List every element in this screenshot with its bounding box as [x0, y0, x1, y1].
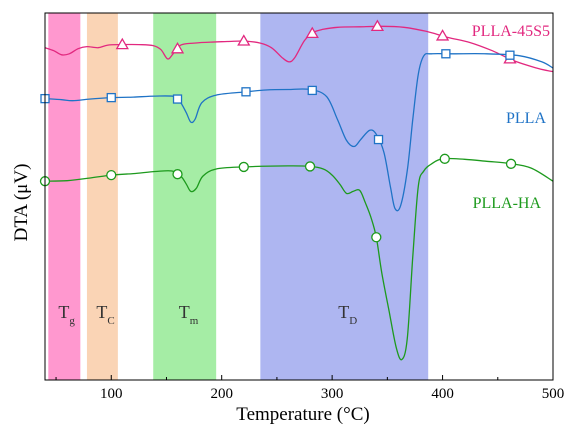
region-tc: [86, 13, 118, 380]
x-tick-label: 500: [542, 386, 565, 402]
x-axis-label: Temperature (°C): [236, 404, 369, 425]
x-axis-ticks: 100 200 300 400 500: [55, 375, 565, 402]
data-point-plla-45s5: [237, 34, 251, 46]
data-point-plla-ha: [505, 158, 517, 169]
data-point-plla: [106, 92, 116, 103]
data-point-plla-45s5: [115, 37, 129, 50]
data-point-plla: [505, 50, 515, 60]
data-point-plla: [307, 85, 317, 96]
data-point-plla-ha: [304, 161, 316, 172]
series-line-plla: [44, 52, 554, 212]
data-point-plla: [172, 94, 183, 104]
x-tick-label: 100: [100, 386, 123, 402]
x-tick-label: 200: [210, 386, 233, 402]
series-label-plla: PLLA: [506, 110, 546, 127]
data-point-plla: [373, 134, 384, 145]
region-td: [260, 13, 429, 380]
temperature-regions: [48, 13, 429, 380]
series-label-plla-45s5: PLLA-45S5: [472, 23, 550, 40]
data-point-plla-45s5: [170, 42, 185, 54]
plot-frame: [44, 12, 554, 381]
series-labels: PLLA-45S5 PLLA PLLA-HA: [472, 23, 550, 212]
x-tick-label: 300: [321, 386, 344, 402]
data-point-plla-ha: [371, 232, 382, 243]
x-tick-label: 400: [431, 386, 454, 402]
series-label-plla-ha: PLLA-HA: [473, 195, 542, 212]
data-point-plla-ha: [439, 153, 450, 164]
region-tm: [153, 13, 217, 380]
data-point-plla-ha: [106, 169, 117, 181]
data-point-plla-45s5: [370, 19, 385, 32]
data-point-plla: [241, 87, 251, 97]
data-point-plla-ha: [238, 161, 249, 173]
y-axis-label: DTA (μV): [11, 164, 32, 242]
data-point-plla-45s5: [435, 29, 450, 41]
region-tg: [48, 13, 81, 380]
data-point-plla-45s5: [305, 26, 319, 39]
data-point-plla: [441, 49, 451, 59]
data-point-plla-ha: [172, 169, 183, 180]
